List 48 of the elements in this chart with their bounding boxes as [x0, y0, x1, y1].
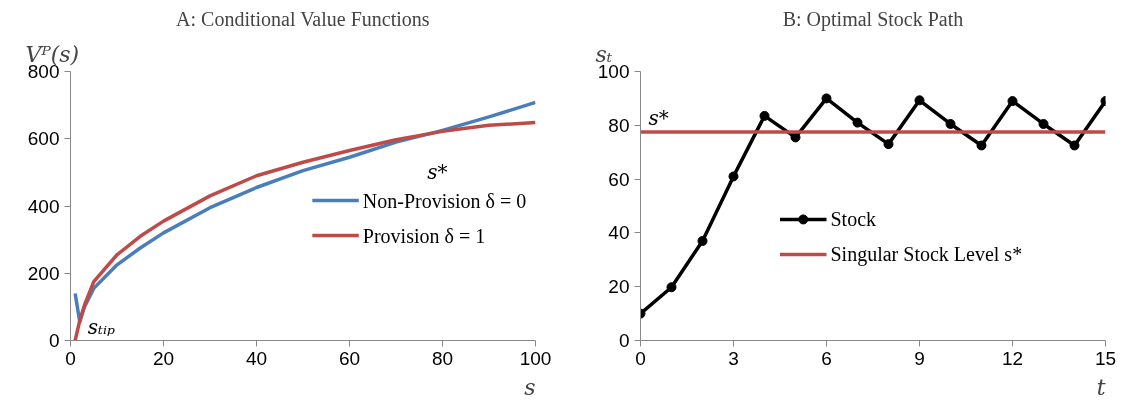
point [883, 139, 894, 150]
x-tick-label: 80 [431, 347, 454, 369]
legend-label: Provision δ = 1 [362, 224, 486, 247]
point [914, 95, 925, 106]
y-tick-label: 0 [48, 330, 60, 351]
y-tick-label: 40 [608, 222, 630, 244]
y-tick-label: 60 [608, 168, 630, 190]
y-tick-label: 600 [27, 128, 60, 150]
y-tick-label: 80 [608, 114, 630, 136]
x-tick-label: 60 [338, 347, 361, 369]
x-tick-label: 0 [635, 347, 646, 369]
point [945, 118, 956, 129]
x-tick-label: 15 [1094, 347, 1117, 369]
point [976, 140, 987, 151]
x-tick-label: 20 [152, 347, 175, 369]
point [697, 235, 708, 246]
x-tick-label: 3 [728, 347, 739, 369]
x-tick-label: 40 [245, 347, 268, 369]
point [852, 117, 863, 128]
annotation: s* [427, 160, 448, 185]
point [728, 171, 739, 182]
y-tick-label: 200 [27, 262, 60, 284]
x-tick-label: 100 [519, 347, 552, 369]
y-tick-label: 400 [27, 195, 60, 217]
legend-label: Singular Stock Level s* [830, 243, 1023, 267]
point [1007, 96, 1018, 107]
point [759, 110, 770, 121]
point [666, 282, 677, 293]
chart-title: B: Optimal Stock Path [782, 7, 964, 31]
y-tick-label: 20 [608, 276, 630, 298]
chart-title: A: Conditional Value Functions [176, 7, 430, 30]
y-tick-label: 100 [597, 61, 630, 82]
x-axis-title: s [524, 374, 536, 400]
point [790, 132, 801, 143]
x-tick-label: 12 [1001, 347, 1024, 369]
x-tick-label: 6 [821, 347, 832, 369]
point [821, 93, 832, 104]
legend-label: Non-Provision δ = 0 [362, 189, 527, 212]
legend-label: Stock [830, 208, 877, 231]
annotation: s* [648, 106, 669, 131]
x-tick-label: 0 [65, 347, 76, 369]
annotation: sₜᵢₚ [87, 315, 116, 340]
x-axis-title: t [1096, 374, 1106, 400]
point [1069, 140, 1080, 151]
point [1038, 118, 1049, 129]
y-tick-label: 0 [618, 330, 630, 351]
y-axis-title: Vᴾ(s) [25, 41, 80, 67]
x-tick-label: 9 [914, 347, 925, 369]
